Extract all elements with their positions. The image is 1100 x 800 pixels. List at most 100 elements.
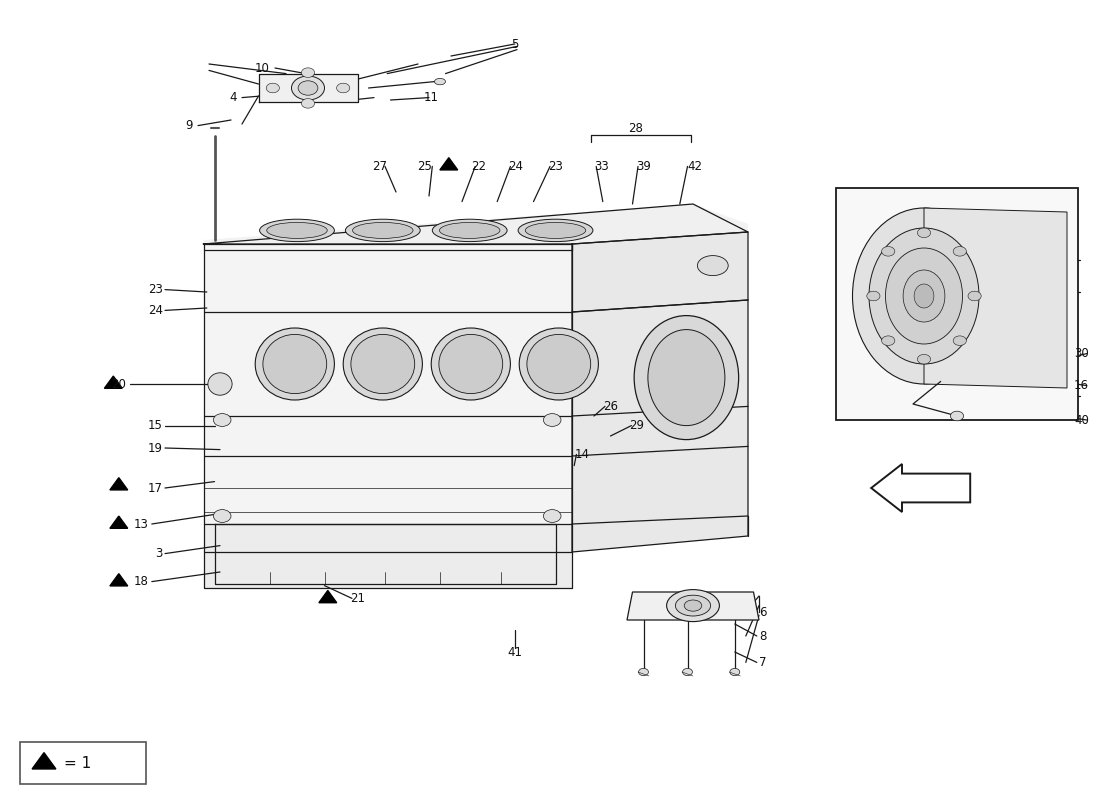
Ellipse shape <box>351 334 415 394</box>
Ellipse shape <box>684 600 702 611</box>
Circle shape <box>881 336 894 346</box>
Circle shape <box>917 354 931 364</box>
Bar <box>836 188 1078 420</box>
Text: 26: 26 <box>603 400 618 413</box>
Text: 8: 8 <box>759 630 767 642</box>
Ellipse shape <box>439 222 499 238</box>
Ellipse shape <box>697 256 728 275</box>
Circle shape <box>954 336 967 346</box>
Ellipse shape <box>432 219 507 242</box>
Ellipse shape <box>263 334 327 394</box>
Ellipse shape <box>675 595 711 616</box>
Text: 41: 41 <box>507 646 522 658</box>
Ellipse shape <box>518 219 593 242</box>
Polygon shape <box>924 208 1067 388</box>
Text: 15: 15 <box>147 419 163 432</box>
Text: 16: 16 <box>1074 379 1089 392</box>
Polygon shape <box>110 478 128 490</box>
Text: 21: 21 <box>350 592 365 605</box>
Circle shape <box>301 68 315 78</box>
Ellipse shape <box>667 590 719 622</box>
Circle shape <box>917 228 931 238</box>
Ellipse shape <box>914 284 934 308</box>
Ellipse shape <box>343 328 422 400</box>
Circle shape <box>266 83 279 93</box>
Polygon shape <box>319 590 337 602</box>
Text: 42: 42 <box>688 160 703 173</box>
Text: 4: 4 <box>229 91 236 104</box>
Text: 9: 9 <box>185 119 192 132</box>
Text: 39: 39 <box>636 160 651 173</box>
Ellipse shape <box>292 76 324 100</box>
Ellipse shape <box>526 222 585 238</box>
Ellipse shape <box>519 328 598 400</box>
Circle shape <box>867 291 880 301</box>
Circle shape <box>543 510 561 522</box>
Circle shape <box>337 83 350 93</box>
Ellipse shape <box>869 228 979 364</box>
Ellipse shape <box>298 81 318 95</box>
Text: 28: 28 <box>628 122 643 134</box>
Ellipse shape <box>682 669 693 675</box>
Text: 24: 24 <box>508 160 524 173</box>
Ellipse shape <box>260 219 334 242</box>
Polygon shape <box>440 158 458 170</box>
Polygon shape <box>871 464 970 512</box>
Ellipse shape <box>345 219 420 242</box>
Circle shape <box>968 291 981 301</box>
Text: 18: 18 <box>133 575 148 588</box>
Ellipse shape <box>903 270 945 322</box>
Bar <box>20 742 146 784</box>
Ellipse shape <box>634 315 739 439</box>
Text: 23: 23 <box>147 283 163 296</box>
Text: 23: 23 <box>548 160 563 173</box>
Circle shape <box>301 98 315 108</box>
Ellipse shape <box>886 248 962 344</box>
Polygon shape <box>204 204 748 244</box>
Text: 19: 19 <box>147 442 163 454</box>
Circle shape <box>881 246 894 256</box>
Ellipse shape <box>434 78 446 85</box>
Text: = 1: = 1 <box>64 756 91 770</box>
Text: 10: 10 <box>254 62 270 74</box>
Text: eurospares: eurospares <box>246 402 634 462</box>
Text: 30: 30 <box>1075 347 1089 360</box>
Text: 20: 20 <box>111 378 126 390</box>
Ellipse shape <box>431 328 510 400</box>
Text: 29: 29 <box>629 419 645 432</box>
Polygon shape <box>572 232 748 552</box>
Text: 5: 5 <box>512 38 519 50</box>
Circle shape <box>213 414 231 426</box>
Ellipse shape <box>852 208 996 384</box>
Ellipse shape <box>648 330 725 426</box>
Ellipse shape <box>266 222 328 238</box>
Circle shape <box>950 411 964 421</box>
Polygon shape <box>258 74 358 102</box>
Text: 22: 22 <box>471 160 486 173</box>
Circle shape <box>213 510 231 522</box>
Polygon shape <box>104 376 122 388</box>
Circle shape <box>954 246 967 256</box>
Polygon shape <box>204 244 572 588</box>
Circle shape <box>543 414 561 426</box>
Text: 13: 13 <box>133 518 148 530</box>
Text: 11: 11 <box>424 91 439 104</box>
Ellipse shape <box>255 328 334 400</box>
Text: 6: 6 <box>759 606 767 618</box>
Polygon shape <box>204 204 748 244</box>
Polygon shape <box>204 524 572 588</box>
Ellipse shape <box>638 669 649 675</box>
Text: 14: 14 <box>574 448 590 461</box>
Text: 27: 27 <box>372 160 387 173</box>
Ellipse shape <box>730 669 740 675</box>
Ellipse shape <box>439 334 503 394</box>
Ellipse shape <box>208 373 232 395</box>
Polygon shape <box>627 592 759 620</box>
Polygon shape <box>32 753 56 769</box>
Polygon shape <box>110 574 128 586</box>
Text: 33: 33 <box>594 160 608 173</box>
Text: 17: 17 <box>147 482 163 494</box>
Text: 25: 25 <box>417 160 432 173</box>
Text: a passion for parts since 1983: a passion for parts since 1983 <box>205 482 675 510</box>
Ellipse shape <box>527 334 591 394</box>
